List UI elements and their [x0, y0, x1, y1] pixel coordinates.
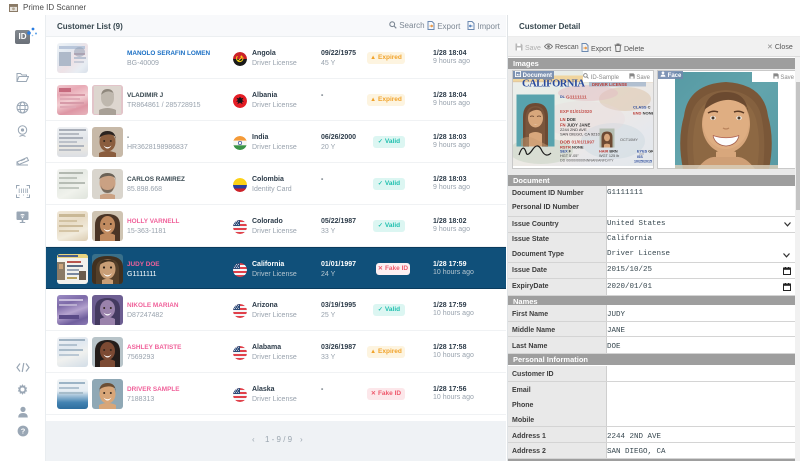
svg-text:DL: DL: [560, 95, 566, 99]
svg-text:EXP 01/01/2020: EXP 01/01/2020: [560, 109, 592, 114]
svg-text:OCT10MY: OCT10MY: [620, 138, 638, 142]
svg-text:HAIR BRN: HAIR BRN: [599, 150, 618, 154]
svg-text:2244 2ND AVE: 2244 2ND AVE: [560, 127, 587, 132]
svg-text:DD 00/00/0000NNNAN/ANFD/YY: DD 00/00/0000NNNAN/ANFD/YY: [560, 159, 614, 163]
svg-text:CLASS C: CLASS C: [633, 105, 651, 110]
svg-text:RSTR NONE: RSTR NONE: [560, 145, 584, 150]
svg-text:10/25/2015: 10/25/2015: [634, 160, 652, 164]
svg-text:G1111111: G1111111: [566, 94, 587, 100]
svg-text:END NONE: END NONE: [633, 111, 653, 116]
svg-text:CALIFORNIA: CALIFORNIA: [522, 79, 585, 90]
svg-text:WGT 125 lb: WGT 125 lb: [599, 154, 619, 158]
svg-text:EYES GRN: EYES GRN: [637, 150, 653, 154]
svg-text:DRIVER LICENSE: DRIVER LICENSE: [592, 82, 627, 87]
svg-text:SAN DIEGO, CA 92101: SAN DIEGO, CA 92101: [560, 132, 603, 137]
svg-text:DOB 01/01/1997: DOB 01/01/1997: [560, 140, 595, 145]
svg-text:ISS: ISS: [637, 155, 643, 159]
svg-text:FN JUDY JANE: FN JUDY JANE: [560, 123, 590, 128]
svg-text:SEX F: SEX F: [560, 150, 572, 154]
svg-text:?: ?: [20, 427, 25, 436]
svg-text:LN DOE: LN DOE: [560, 117, 576, 122]
svg-text:HGT 5'-05": HGT 5'-05": [560, 154, 579, 158]
